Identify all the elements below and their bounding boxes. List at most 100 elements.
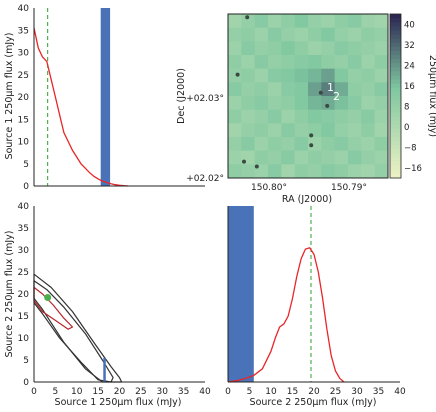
tr-colorbar-tick: 0 [404,123,409,133]
br-xtick-label: 10 [265,387,277,397]
tr-heatmap-cell [268,96,282,111]
tr-heatmap-cell [308,164,322,179]
tr-heatmap-cell [281,123,296,138]
tr-colorbar-segment [390,18,401,23]
tr-heatmap-cell [281,164,296,179]
tr-y-axis-label: Dec (J2000) [176,68,187,124]
tr-heatmap-cell [374,27,389,42]
tr-heatmap-cell [268,27,282,42]
tr-colorbar-segment [390,34,401,40]
bl-xtick-label: 30 [157,387,169,397]
tr-colorbar-segment [390,59,401,64]
br-xtick-label: 40 [394,387,406,397]
tr-heatmap-cell [254,96,269,111]
tr-heatmap-cell [281,82,296,97]
bl-ytick-label: 25 [18,268,29,278]
tr-heatmap-cell [294,68,309,83]
tr-heatmap-cell [241,41,256,56]
tr-heatmap-cell [241,27,256,42]
bl-ytick-label: 5 [23,356,29,366]
tr-heatmap-cell [334,55,349,70]
tr-heatmap-cell [361,55,376,70]
tr-colorbar-segment [390,108,401,113]
tr-colorbar-segment [390,96,401,101]
tr-heatmap-cell [321,68,336,83]
bl-x-axis-label: Source 1 250μm flux (mJy) [55,397,182,408]
tr-heatmap-cell [374,137,389,152]
tl-ytick-label: 0 [23,182,29,192]
tr-heatmap-cell [348,82,362,97]
tr-colorbar-tick: 24 [404,61,415,71]
tl-ytick-label: 25 [18,71,29,81]
tr-heatmap-cell [268,14,282,29]
tr-heatmap-cell [348,96,362,111]
tl-ytick-label: 10 [18,138,30,148]
tr-heatmap-cell [361,82,376,97]
bl-xtick-label: 35 [178,387,189,397]
tr-colorbar-segment [390,157,401,163]
tr-heatmap-cell [228,123,242,138]
bl-contours [33,273,123,383]
tr-heatmap-cell [348,27,362,42]
tr-heatmap-cell [361,109,376,124]
tr-heatmap-cell [228,164,242,179]
panel-bottom-right: 0 5 10 15 20 25 30 35 40 Source 2 250μm flux (mJ… [225,206,406,408]
tr-heatmap-cell [374,14,389,29]
tl-ytick-label: 20 [18,93,30,103]
tr-heatmap-cell [254,123,269,138]
bl-xtick-label: 40 [199,387,211,397]
tl-ytick-label: 30 [18,49,30,59]
tr-x-axis-label: RA (J2000) [282,194,332,205]
tr-heatmap-cell [308,14,322,29]
tr-colorbar-segment [390,91,401,97]
tr-heatmap-cell [321,14,336,29]
tr-heatmap-cell [361,14,376,29]
tr-heatmap-cell [374,55,389,70]
tr-source-label-1: 1 [327,81,334,94]
tr-colorbar-segment [390,46,401,52]
tr-heatmap-cell [361,27,376,42]
tr-colorbar-segment [390,71,401,76]
tr-heatmap-cell [308,41,322,56]
bl-xtick-label: 25 [135,387,146,397]
tr-colorbar-segment [390,100,401,105]
bl-xtick-label: 5 [53,387,59,397]
tr-colorbar-segment [390,116,401,122]
panel-top-right: 1 2 40 32 24 16 8 0 −8 −16 250μm flux (mJy) +02… [176,13,436,205]
tr-xtick-1: 150.80° [251,183,287,193]
tr-heatmap-cell [308,109,322,124]
tl-pdf-curve [33,27,129,187]
tr-heatmap-cell [374,68,389,83]
tr-heatmap-cell [268,137,282,152]
bl-ytick-label: 40 [18,202,30,212]
tr-colorbar-tick: 40 [404,20,415,30]
tr-heatmap-cell [334,41,349,56]
br-xtick-label: 35 [373,387,384,397]
br-x-axis-label: Source 2 250μm flux (mJy) [250,397,377,408]
br-xtick-label: 5 [247,387,253,397]
tr-heatmap-cell [348,14,362,29]
tr-heatmap-cell [374,109,389,124]
tr-colorbar-label: 250μm flux (mJy) [427,55,436,137]
tr-heatmap-cell [308,55,322,70]
tr-heatmap-cell [294,123,309,138]
tr-heatmap-cell [321,96,336,111]
tr-heatmap-cell [321,109,336,124]
tr-colorbar-segment [390,132,401,138]
tr-heatmap-cell [308,27,322,42]
tr-colorbar-segment [390,50,401,56]
tr-xtick-2: 150.79° [331,183,367,193]
tr-heatmap-cell [361,68,376,83]
tr-heatmap-cell [321,150,336,165]
tr-heatmap-cell [361,150,376,165]
tr-heatmap-cell [374,123,389,138]
tr-heatmap-cell [334,82,349,97]
tr-heatmap-cell [374,82,389,97]
tr-heatmap-cell [334,137,349,152]
tr-ytick-2: +02.02° [186,174,224,184]
tr-heatmap-cell [228,27,242,42]
tr-heatmap-cell [254,55,269,70]
tr-heatmap-cell [228,41,242,56]
tr-colorbar-segment [390,141,401,146]
tr-colorbar-segment [390,55,401,60]
